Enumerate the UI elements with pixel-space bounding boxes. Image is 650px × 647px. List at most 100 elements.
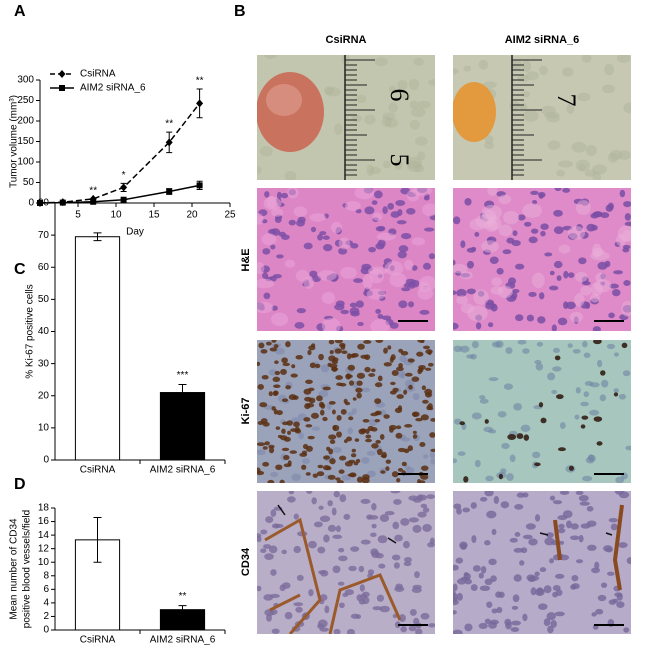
cell — [261, 374, 269, 380]
cell — [459, 421, 465, 426]
cell — [299, 452, 308, 457]
cell — [347, 427, 354, 435]
cell — [325, 466, 332, 471]
image — [453, 491, 631, 634]
cell — [257, 361, 261, 366]
cell — [575, 159, 590, 172]
cell — [293, 421, 300, 428]
significance-label: ** — [89, 186, 97, 197]
cell — [526, 314, 535, 322]
cell — [513, 574, 522, 582]
vessel — [328, 573, 402, 634]
cell — [282, 421, 289, 426]
cell — [344, 201, 361, 211]
cell — [293, 602, 304, 607]
cell — [309, 362, 316, 369]
cell — [321, 291, 336, 305]
cell — [453, 564, 459, 571]
row-label: Ki-67 — [240, 398, 252, 425]
cell — [506, 237, 515, 244]
cell — [596, 359, 603, 368]
cell — [305, 472, 311, 476]
cell — [368, 246, 377, 253]
cell — [409, 119, 420, 130]
cell — [338, 555, 348, 562]
cell — [345, 374, 353, 379]
cell — [271, 208, 284, 217]
cell — [360, 428, 367, 434]
cell — [259, 402, 268, 408]
cell — [587, 454, 595, 461]
cell — [317, 546, 326, 554]
cell — [619, 189, 626, 198]
cell — [351, 448, 356, 453]
cell — [356, 380, 363, 386]
cell — [377, 375, 383, 382]
cell — [591, 567, 600, 574]
cell — [497, 411, 507, 418]
y-tick-label: 50 — [38, 294, 50, 305]
cell — [411, 376, 420, 382]
cell — [419, 309, 430, 315]
x-tick-label: 15 — [148, 210, 160, 221]
cell — [575, 387, 581, 394]
cell — [430, 417, 435, 422]
cell — [404, 379, 415, 388]
cell — [379, 409, 387, 417]
cell — [257, 449, 266, 456]
cell — [391, 370, 399, 376]
cell — [371, 443, 379, 449]
cell — [613, 392, 619, 397]
cell — [538, 603, 548, 610]
cell — [269, 347, 278, 352]
cell — [406, 156, 422, 169]
cell — [509, 101, 521, 111]
cell — [322, 386, 331, 391]
significance-label: * — [122, 170, 126, 181]
cell — [327, 500, 333, 507]
cell — [624, 221, 631, 227]
cell — [507, 277, 517, 285]
cell — [364, 366, 371, 373]
cell — [370, 548, 379, 556]
cell — [535, 588, 545, 597]
cell — [423, 196, 430, 201]
cell — [327, 474, 336, 480]
cell — [412, 430, 417, 435]
y-tick-label: 40 — [38, 326, 50, 337]
cell — [370, 427, 378, 432]
cell — [403, 389, 408, 395]
cell — [586, 505, 594, 512]
cell — [597, 594, 607, 602]
cell — [371, 523, 377, 529]
cell — [277, 434, 283, 439]
cell — [374, 418, 381, 423]
cell — [338, 237, 350, 250]
y-tick-label: 100 — [17, 157, 34, 168]
cell — [398, 614, 406, 623]
cell — [530, 190, 539, 196]
cell — [370, 532, 377, 538]
cell — [348, 565, 357, 572]
cell — [340, 266, 357, 279]
cell — [328, 448, 334, 455]
cell — [354, 188, 374, 200]
cell — [557, 527, 566, 534]
cell — [408, 78, 420, 91]
cell — [323, 455, 330, 460]
cell — [589, 293, 600, 303]
cell — [580, 401, 589, 407]
image — [453, 340, 631, 483]
cell — [618, 393, 627, 400]
cell — [264, 55, 277, 59]
cell — [267, 479, 275, 483]
cell — [398, 245, 409, 253]
cell — [592, 211, 603, 218]
cell — [293, 545, 301, 554]
cell — [313, 521, 323, 528]
cell — [374, 411, 381, 415]
cell — [259, 146, 273, 157]
cell — [623, 102, 631, 114]
cell — [570, 523, 579, 530]
